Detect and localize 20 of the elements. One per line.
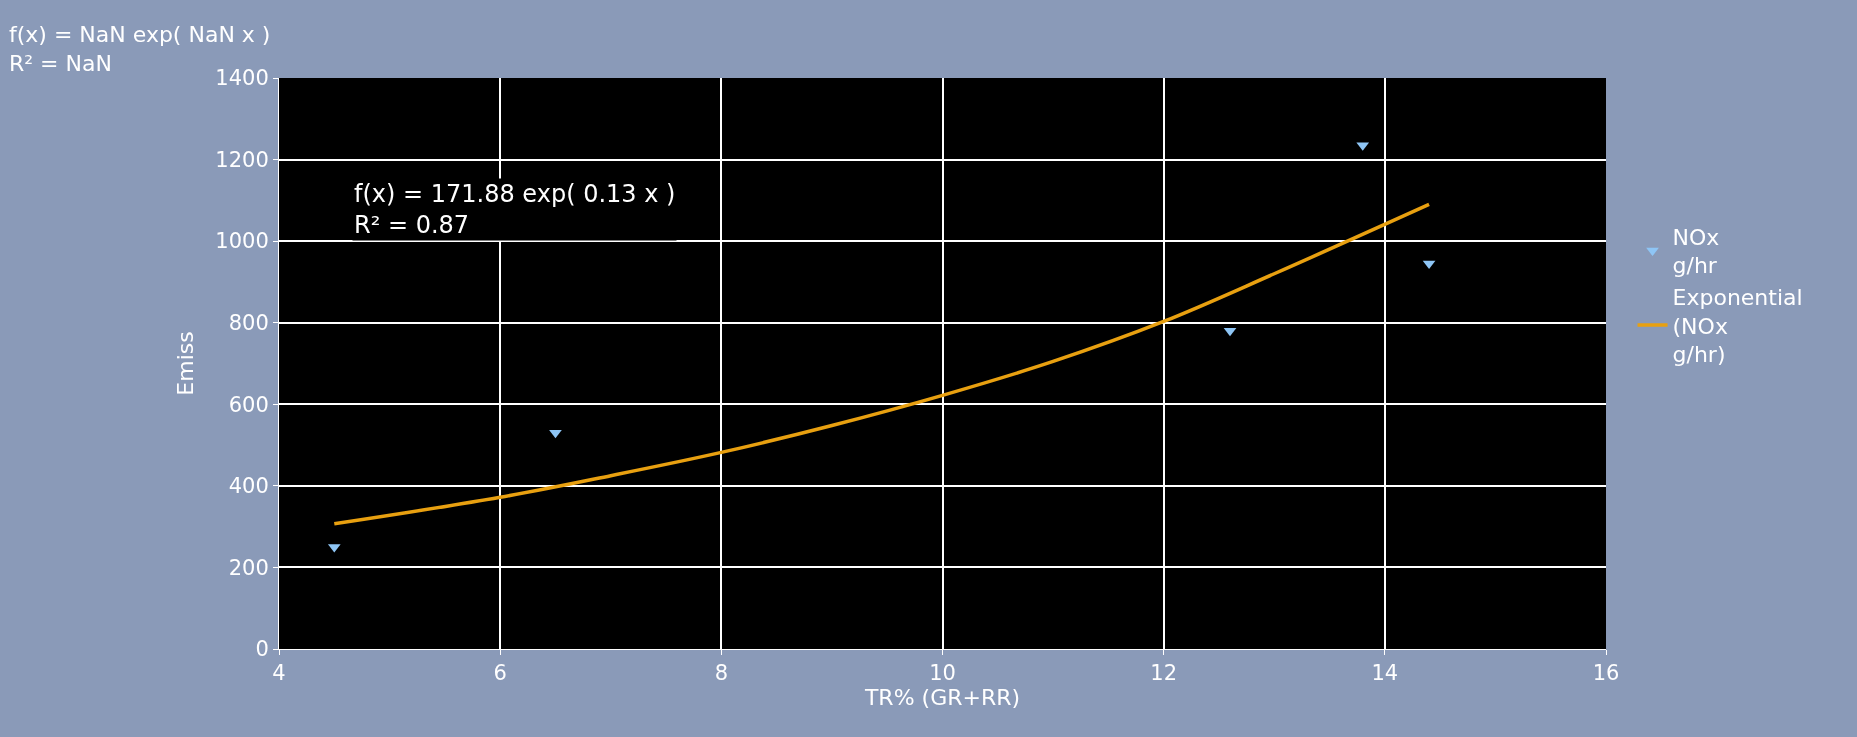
x-tick-label: 8 [714,661,729,686]
x-axis-title: TR% (GR+RR) [863,685,1021,711]
legend-label: NOx g/hr [1672,224,1720,279]
y-tick-label: 200 [228,555,269,580]
x-tick-label: 14 [1371,661,1399,686]
x-tick-label: 4 [272,661,286,686]
x-tick-label: 16 [1592,661,1620,686]
y-tick-label: 1200 [215,147,269,172]
y-tick-label: 1000 [215,229,269,254]
point [1422,260,1436,270]
x-tick-label: 12 [1150,661,1178,686]
x-tick-label: 6 [493,661,507,686]
y-tick-label: 800 [228,311,269,336]
legend-label: Exponential (NOx g/hr) [1672,285,1803,368]
y-axis-title: Emiss [173,331,199,396]
annotation: f(x) = 171.88 exp( 0.13 x ) R² = 0.87 [354,180,676,240]
y-tick-label: 600 [228,392,269,417]
y-tick-label: 400 [228,474,269,499]
y-tick-label: 0 [255,637,269,662]
x-tick-label: 10 [929,661,956,686]
